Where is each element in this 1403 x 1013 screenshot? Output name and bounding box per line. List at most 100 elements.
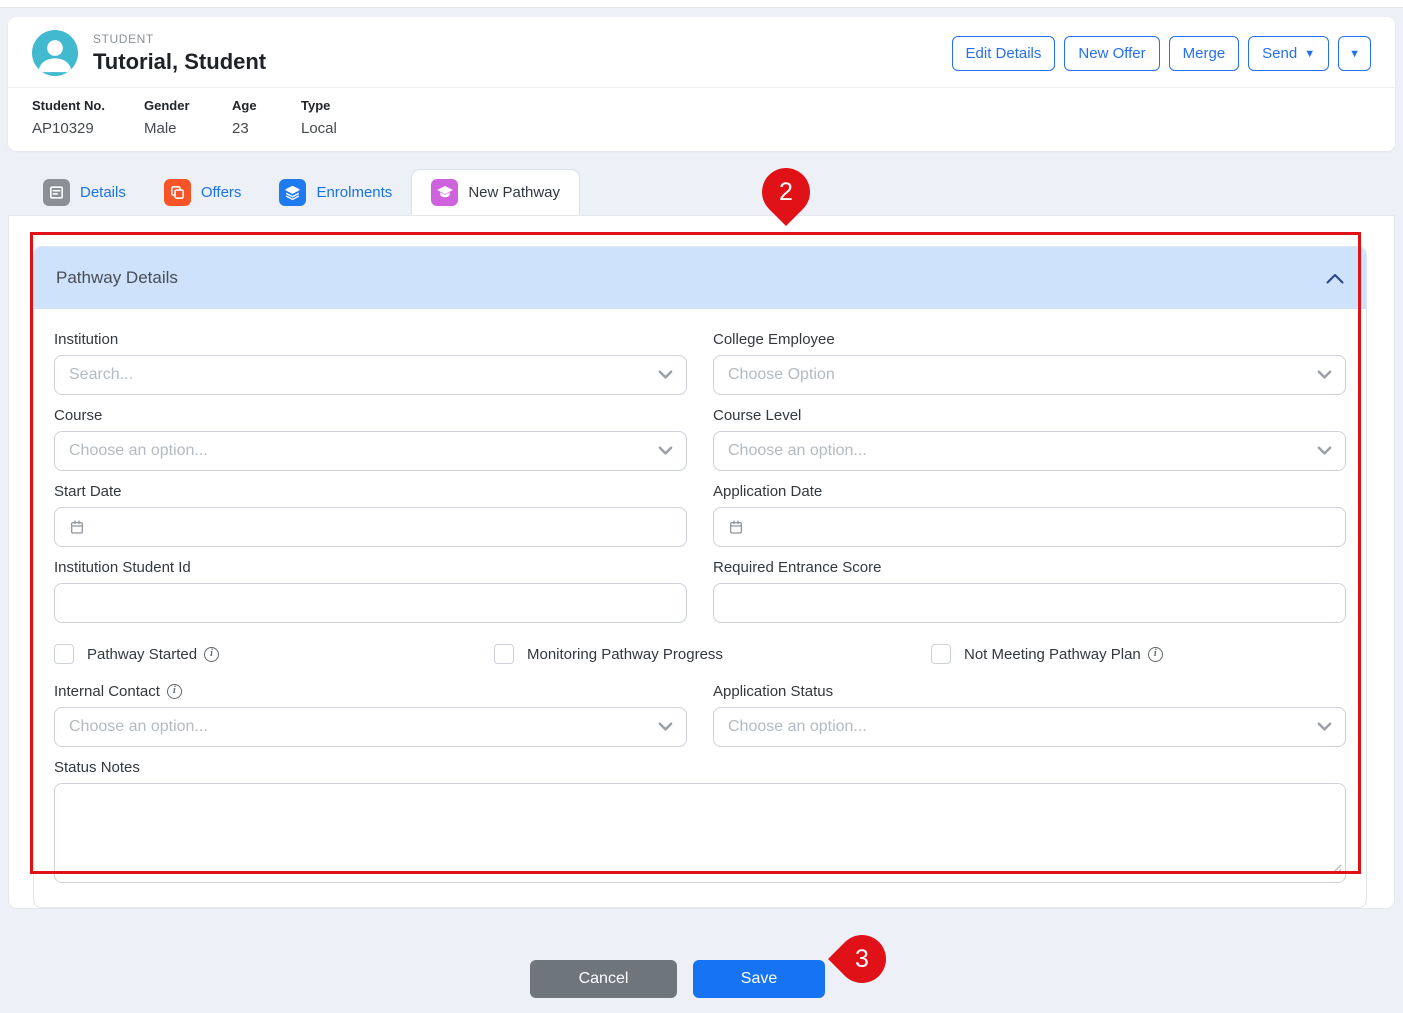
- required-entrance-score-label: Required Entrance Score: [713, 558, 882, 576]
- course-field-group: Course Choose an option...: [54, 405, 687, 471]
- college-employee-placeholder: Choose Option: [728, 366, 835, 383]
- institution-student-id-field-group: Institution Student Id: [54, 557, 687, 623]
- institution-student-id-input[interactable]: [69, 594, 672, 612]
- tab-details-label: Details: [80, 183, 126, 201]
- info-icon[interactable]: i: [1147, 646, 1163, 662]
- info-value: AP10329: [32, 120, 94, 137]
- monitoring-pathway-progress-checkbox-group: Monitoring Pathway Progress: [494, 644, 931, 664]
- institution-placeholder: Search...: [69, 366, 134, 383]
- person-icon: [38, 40, 72, 73]
- student-header-card: STUDENT Tutorial, Student Edit Details N…: [8, 17, 1395, 151]
- college-employee-field-group: College Employee Choose Option: [713, 329, 1346, 395]
- tab-offers-label: Offers: [200, 183, 242, 201]
- internal-contact-field-group: Internal Contact i Choose an option...: [54, 681, 687, 747]
- institution-select[interactable]: Search...: [54, 355, 687, 395]
- pathway-details-header[interactable]: Pathway Details: [34, 247, 1366, 309]
- new-pathway-tab-icon: [431, 178, 459, 206]
- enrolments-tab-icon: [279, 178, 307, 206]
- merge-button[interactable]: Merge: [1168, 35, 1240, 71]
- start-date-input[interactable]: [54, 507, 687, 547]
- info-student-no: Student No. AP10329: [32, 98, 144, 137]
- send-button[interactable]: Send ▼: [1248, 35, 1330, 71]
- internal-contact-label-text: Internal Contact: [54, 682, 160, 700]
- required-entrance-score-field-group: Required Entrance Score: [713, 557, 1346, 623]
- not-meeting-pathway-plan-checkbox-group: Not Meeting Pathway Plan i: [931, 644, 1163, 664]
- monitoring-pathway-progress-label: Monitoring Pathway Progress: [527, 646, 723, 663]
- info-icon[interactable]: i: [204, 646, 220, 662]
- info-label: Gender: [144, 98, 190, 113]
- avatar: [32, 30, 78, 76]
- tab-new-pathway[interactable]: New Pathway: [411, 169, 581, 215]
- not-meeting-pathway-plan-checkbox[interactable]: [931, 644, 951, 664]
- pathway-started-label: Pathway Started i: [87, 645, 220, 663]
- calendar-icon[interactable]: [69, 519, 85, 535]
- header-actions: Edit Details New Offer Merge Send ▼ ▼: [951, 35, 1371, 71]
- tab-bar: Details Offers Enrolments New Pathw: [8, 169, 1395, 215]
- info-value: Male: [144, 120, 177, 137]
- chevron-down-icon: [658, 722, 673, 732]
- more-actions-dropdown-button[interactable]: ▼: [1338, 35, 1371, 71]
- application-date-input[interactable]: [713, 507, 1346, 547]
- info-icon[interactable]: i: [166, 683, 182, 699]
- checkbox-row: Pathway Started i Monitoring Pathway Pro…: [54, 644, 1346, 664]
- tab-content-panel: Pathway Details Institution Search...: [8, 215, 1395, 909]
- info-gender: Gender Male: [144, 98, 232, 137]
- start-date-field-group: Start Date: [54, 481, 687, 547]
- collapse-chevron-up-icon[interactable]: [1326, 273, 1344, 284]
- institution-student-id-label: Institution Student Id: [54, 558, 191, 576]
- course-select[interactable]: Choose an option...: [54, 431, 687, 471]
- chevron-down-icon: [658, 446, 673, 456]
- chevron-down-icon: [658, 370, 673, 380]
- tab-new-pathway-label: New Pathway: [468, 183, 561, 201]
- application-date-field-group: Application Date: [713, 481, 1346, 547]
- new-offer-label: New Offer: [1078, 44, 1146, 62]
- info-label: Student No.: [32, 98, 105, 113]
- status-notes-textarea[interactable]: [55, 784, 1345, 882]
- required-entrance-score-input-box: [713, 583, 1346, 623]
- new-offer-button[interactable]: New Offer: [1064, 35, 1160, 71]
- form-row: Institution Student Id Required Entrance…: [54, 557, 1346, 623]
- tab-offers[interactable]: Offers: [145, 169, 261, 215]
- required-entrance-score-input[interactable]: [728, 594, 1331, 612]
- course-placeholder: Choose an option...: [69, 442, 208, 459]
- info-value: Local: [301, 120, 337, 137]
- internal-contact-placeholder: Choose an option...: [69, 718, 208, 735]
- send-label: Send: [1262, 44, 1298, 62]
- edit-details-button[interactable]: Edit Details: [951, 35, 1056, 71]
- not-meeting-pathway-plan-label-text: Not Meeting Pathway Plan: [964, 645, 1141, 663]
- application-status-select[interactable]: Choose an option...: [713, 707, 1346, 747]
- top-strip: [0, 0, 1403, 8]
- calendar-icon[interactable]: [728, 519, 744, 535]
- pathway-started-label-text: Pathway Started: [87, 645, 198, 663]
- student-name: Tutorial, Student: [93, 48, 267, 74]
- info-label: Type: [301, 98, 331, 113]
- student-info-row: Student No. AP10329 Gender Male Age 23 T…: [8, 87, 1395, 151]
- pathway-started-checkbox[interactable]: [54, 644, 74, 664]
- course-label: Course: [54, 406, 103, 424]
- course-level-field-group: Course Level Choose an option...: [713, 405, 1346, 471]
- info-label: Age: [232, 98, 257, 113]
- tab-details[interactable]: Details: [24, 169, 145, 215]
- course-level-select[interactable]: Choose an option...: [713, 431, 1346, 471]
- institution-label: Institution: [54, 330, 119, 348]
- status-notes-box: [54, 783, 1346, 883]
- tab-enrolments[interactable]: Enrolments: [260, 169, 411, 215]
- monitoring-pathway-progress-checkbox[interactable]: [494, 644, 514, 664]
- start-date-label: Start Date: [54, 482, 122, 500]
- course-level-placeholder: Choose an option...: [728, 442, 867, 459]
- college-employee-select[interactable]: Choose Option: [713, 355, 1346, 395]
- caret-down-icon: ▼: [1349, 47, 1360, 60]
- form-row: Course Choose an option... Course Level …: [54, 405, 1346, 471]
- internal-contact-select[interactable]: Choose an option...: [54, 707, 687, 747]
- form-row: Start Date Application Dat: [54, 481, 1346, 547]
- student-identity: STUDENT Tutorial, Student: [93, 32, 266, 75]
- save-button[interactable]: Save: [693, 960, 825, 998]
- offers-tab-icon: [163, 178, 191, 206]
- cancel-button[interactable]: Cancel: [530, 960, 677, 998]
- pathway-started-checkbox-group: Pathway Started i: [54, 644, 494, 664]
- caret-down-icon: ▼: [1304, 47, 1316, 60]
- cancel-label: Cancel: [578, 970, 629, 987]
- footer-actions: Cancel Save: [0, 960, 1379, 998]
- merge-label: Merge: [1182, 44, 1226, 62]
- application-date-label: Application Date: [713, 482, 823, 500]
